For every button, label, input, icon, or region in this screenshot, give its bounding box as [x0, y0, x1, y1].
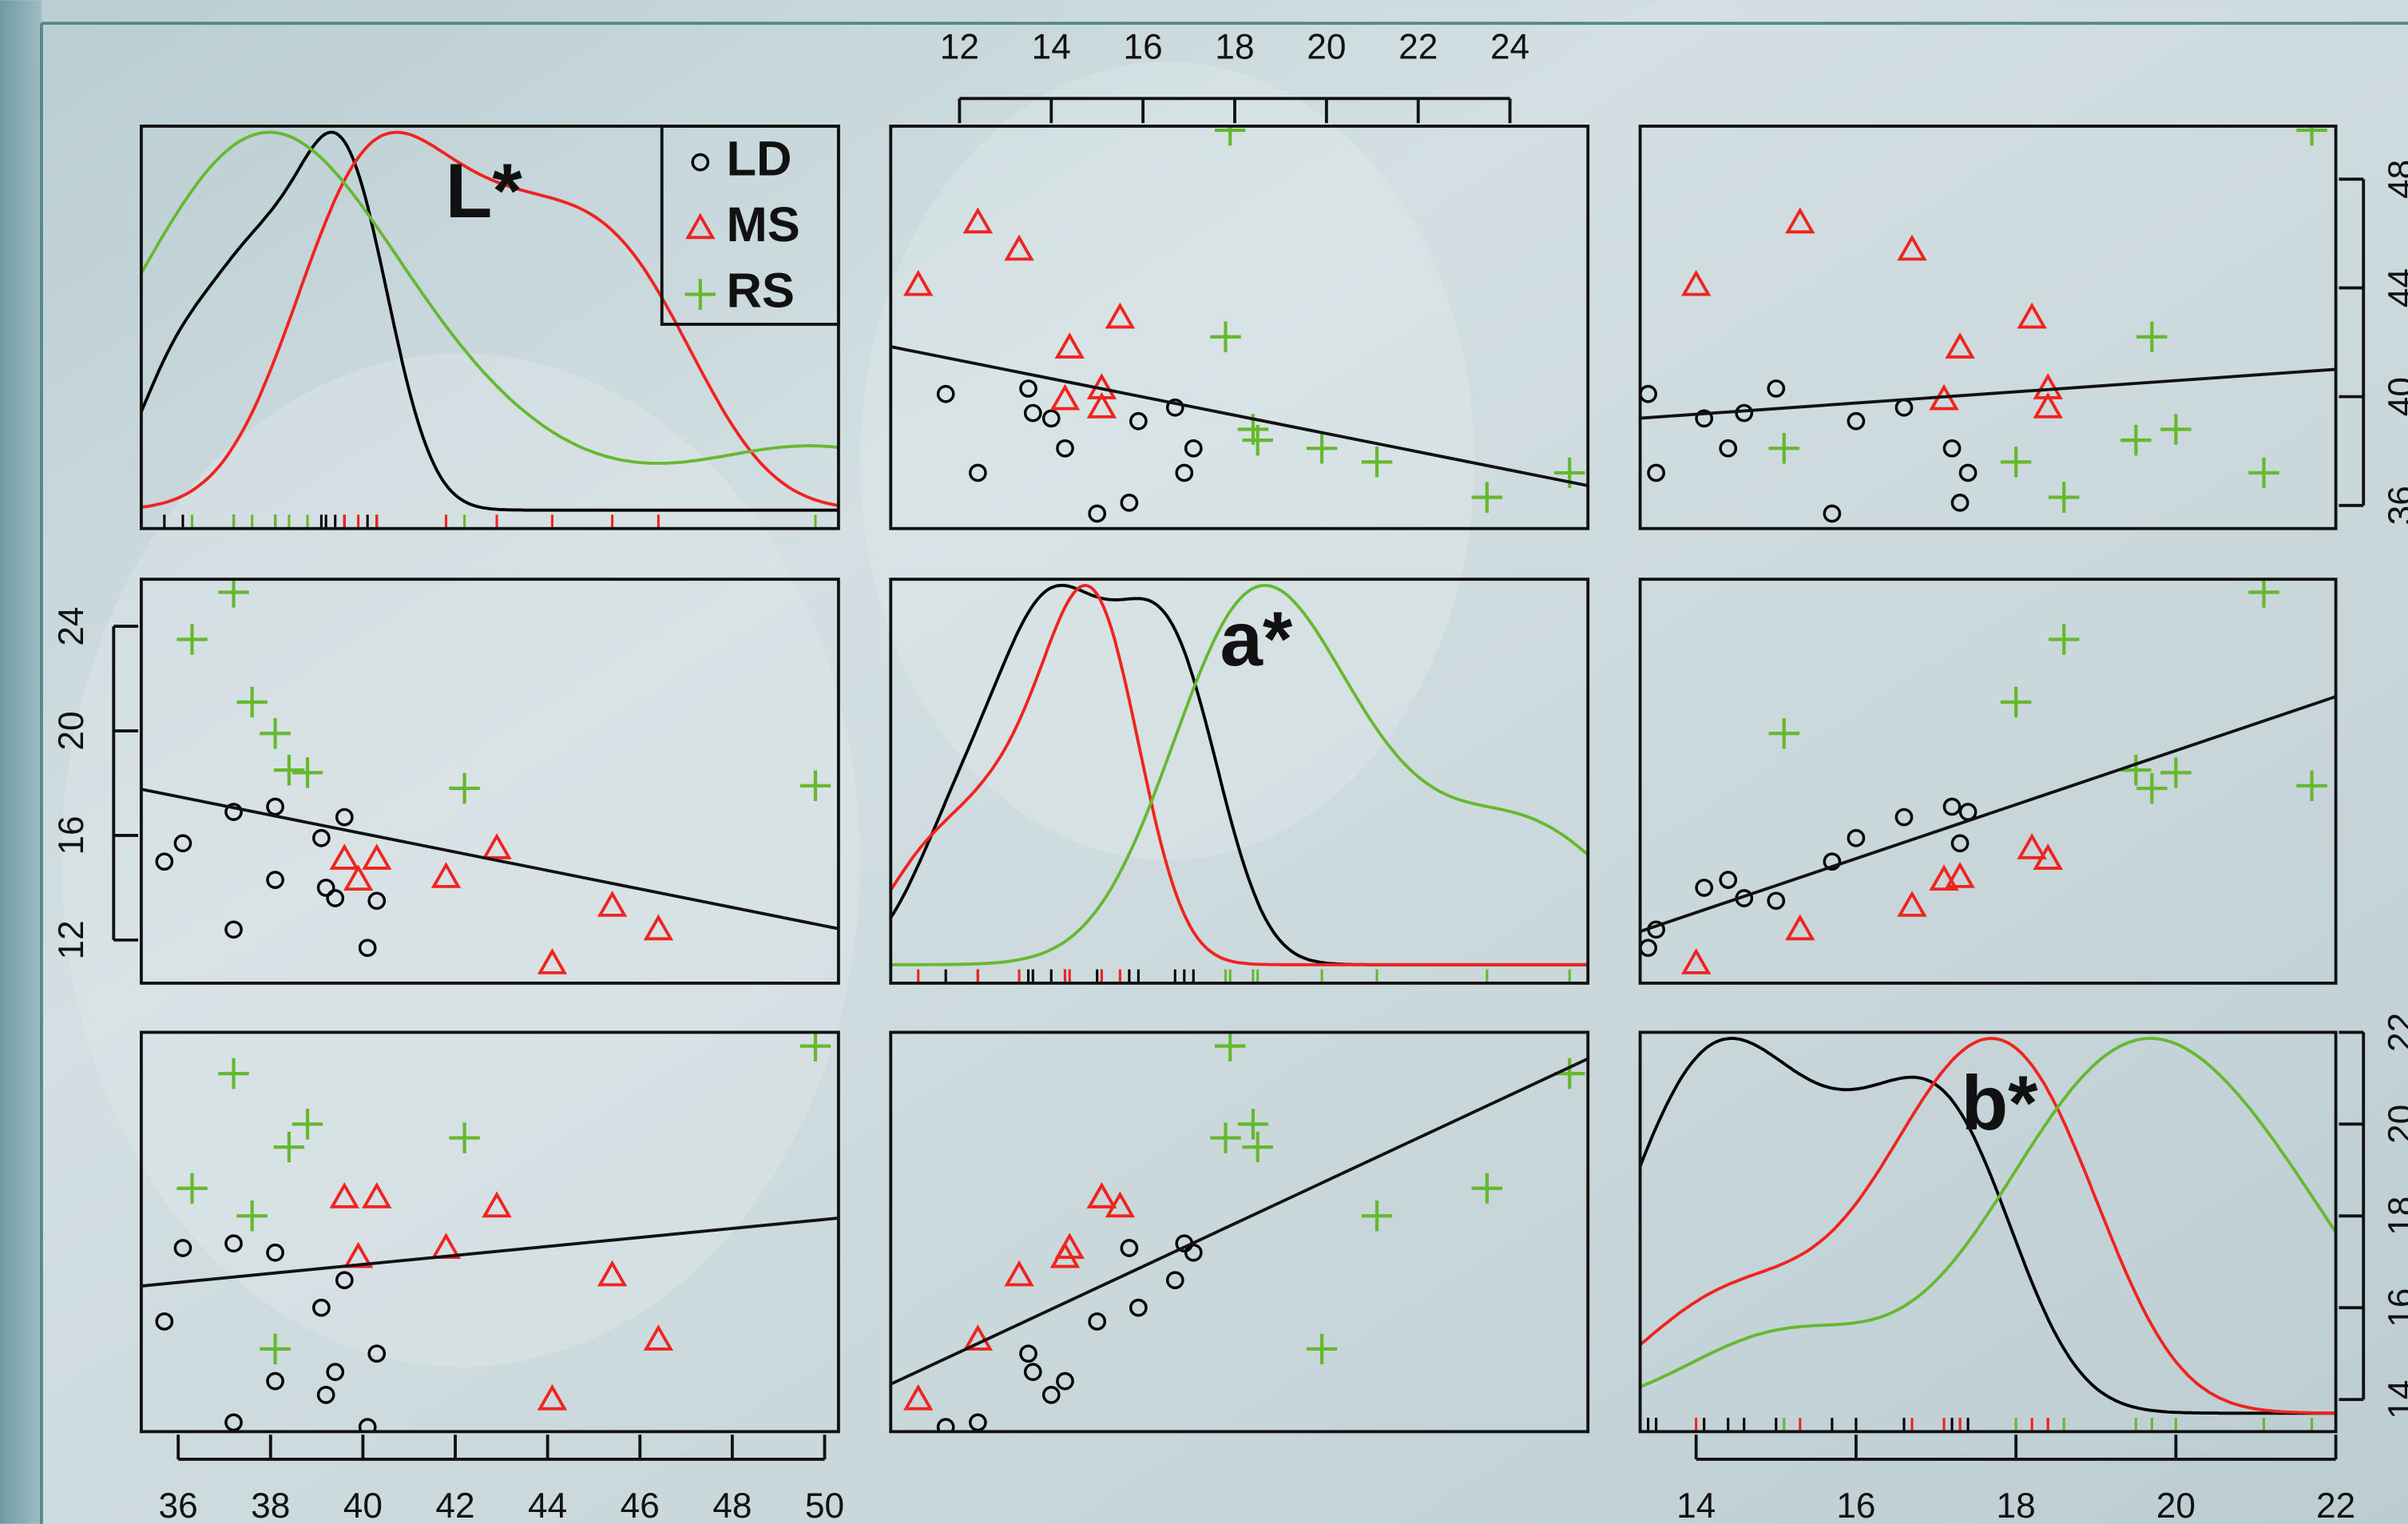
y-tick-label: 24 [52, 607, 91, 646]
x-tick-label: 42 [435, 1486, 474, 1524]
legend-label: MS [726, 197, 799, 252]
x-tick-label: 22 [2316, 1486, 2355, 1524]
y-tick-label: 18 [2382, 1197, 2408, 1236]
x-tick-label: 16 [1124, 27, 1163, 66]
y-tick-label: 22 [2382, 1013, 2408, 1052]
x-tick-label: 40 [343, 1486, 383, 1524]
x-tick-label: 50 [805, 1486, 844, 1524]
x-tick-label: 20 [2156, 1486, 2196, 1524]
x-tick-label: 14 [1676, 1486, 1716, 1524]
x-tick-label: 44 [528, 1486, 567, 1524]
legend-label: RS [726, 264, 794, 319]
variable-label: a* [1220, 597, 1292, 682]
x-tick-label: 16 [1836, 1486, 1875, 1524]
x-tick-label: 20 [1307, 27, 1346, 66]
y-tick-label: 16 [2382, 1288, 2408, 1328]
y-tick-label: 20 [2382, 1105, 2408, 1144]
y-tick-label: 20 [52, 711, 91, 750]
variable-label: L* [446, 149, 523, 234]
x-tick-label: 24 [1490, 27, 1529, 66]
y-tick-label: 12 [52, 920, 91, 959]
x-tick-label: 36 [159, 1486, 198, 1524]
chart: L* a* b* 36 38 40 42 44 46 48 50 14 16 18 20 22 12 14 16 18… [0, 0, 2408, 1524]
x-tick-label: 18 [1997, 1486, 2036, 1524]
side-strip [0, 0, 42, 1523]
y-tick-label: 48 [2382, 160, 2408, 199]
x-tick-label: 22 [1398, 27, 1438, 66]
y-tick-label: 40 [2382, 377, 2408, 416]
y-tick-label: 16 [52, 816, 91, 855]
y-tick-label: 14 [2382, 1380, 2408, 1419]
page: {"chart_data": {"type": "scatter-matrix"… [0, 0, 2408, 1524]
x-tick-label: 48 [712, 1486, 752, 1524]
x-tick-label: 38 [251, 1486, 290, 1524]
y-tick-label: 36 [2382, 486, 2408, 525]
x-tick-label: 14 [1032, 27, 1071, 66]
x-tick-label: 46 [621, 1486, 660, 1524]
legend-label: LD [726, 131, 791, 186]
x-tick-label: 18 [1215, 27, 1254, 66]
x-tick-label: 12 [940, 27, 979, 66]
y-tick-label: 44 [2382, 268, 2408, 308]
background-texture [61, 354, 860, 1367]
variable-label: b* [1961, 1061, 2038, 1146]
